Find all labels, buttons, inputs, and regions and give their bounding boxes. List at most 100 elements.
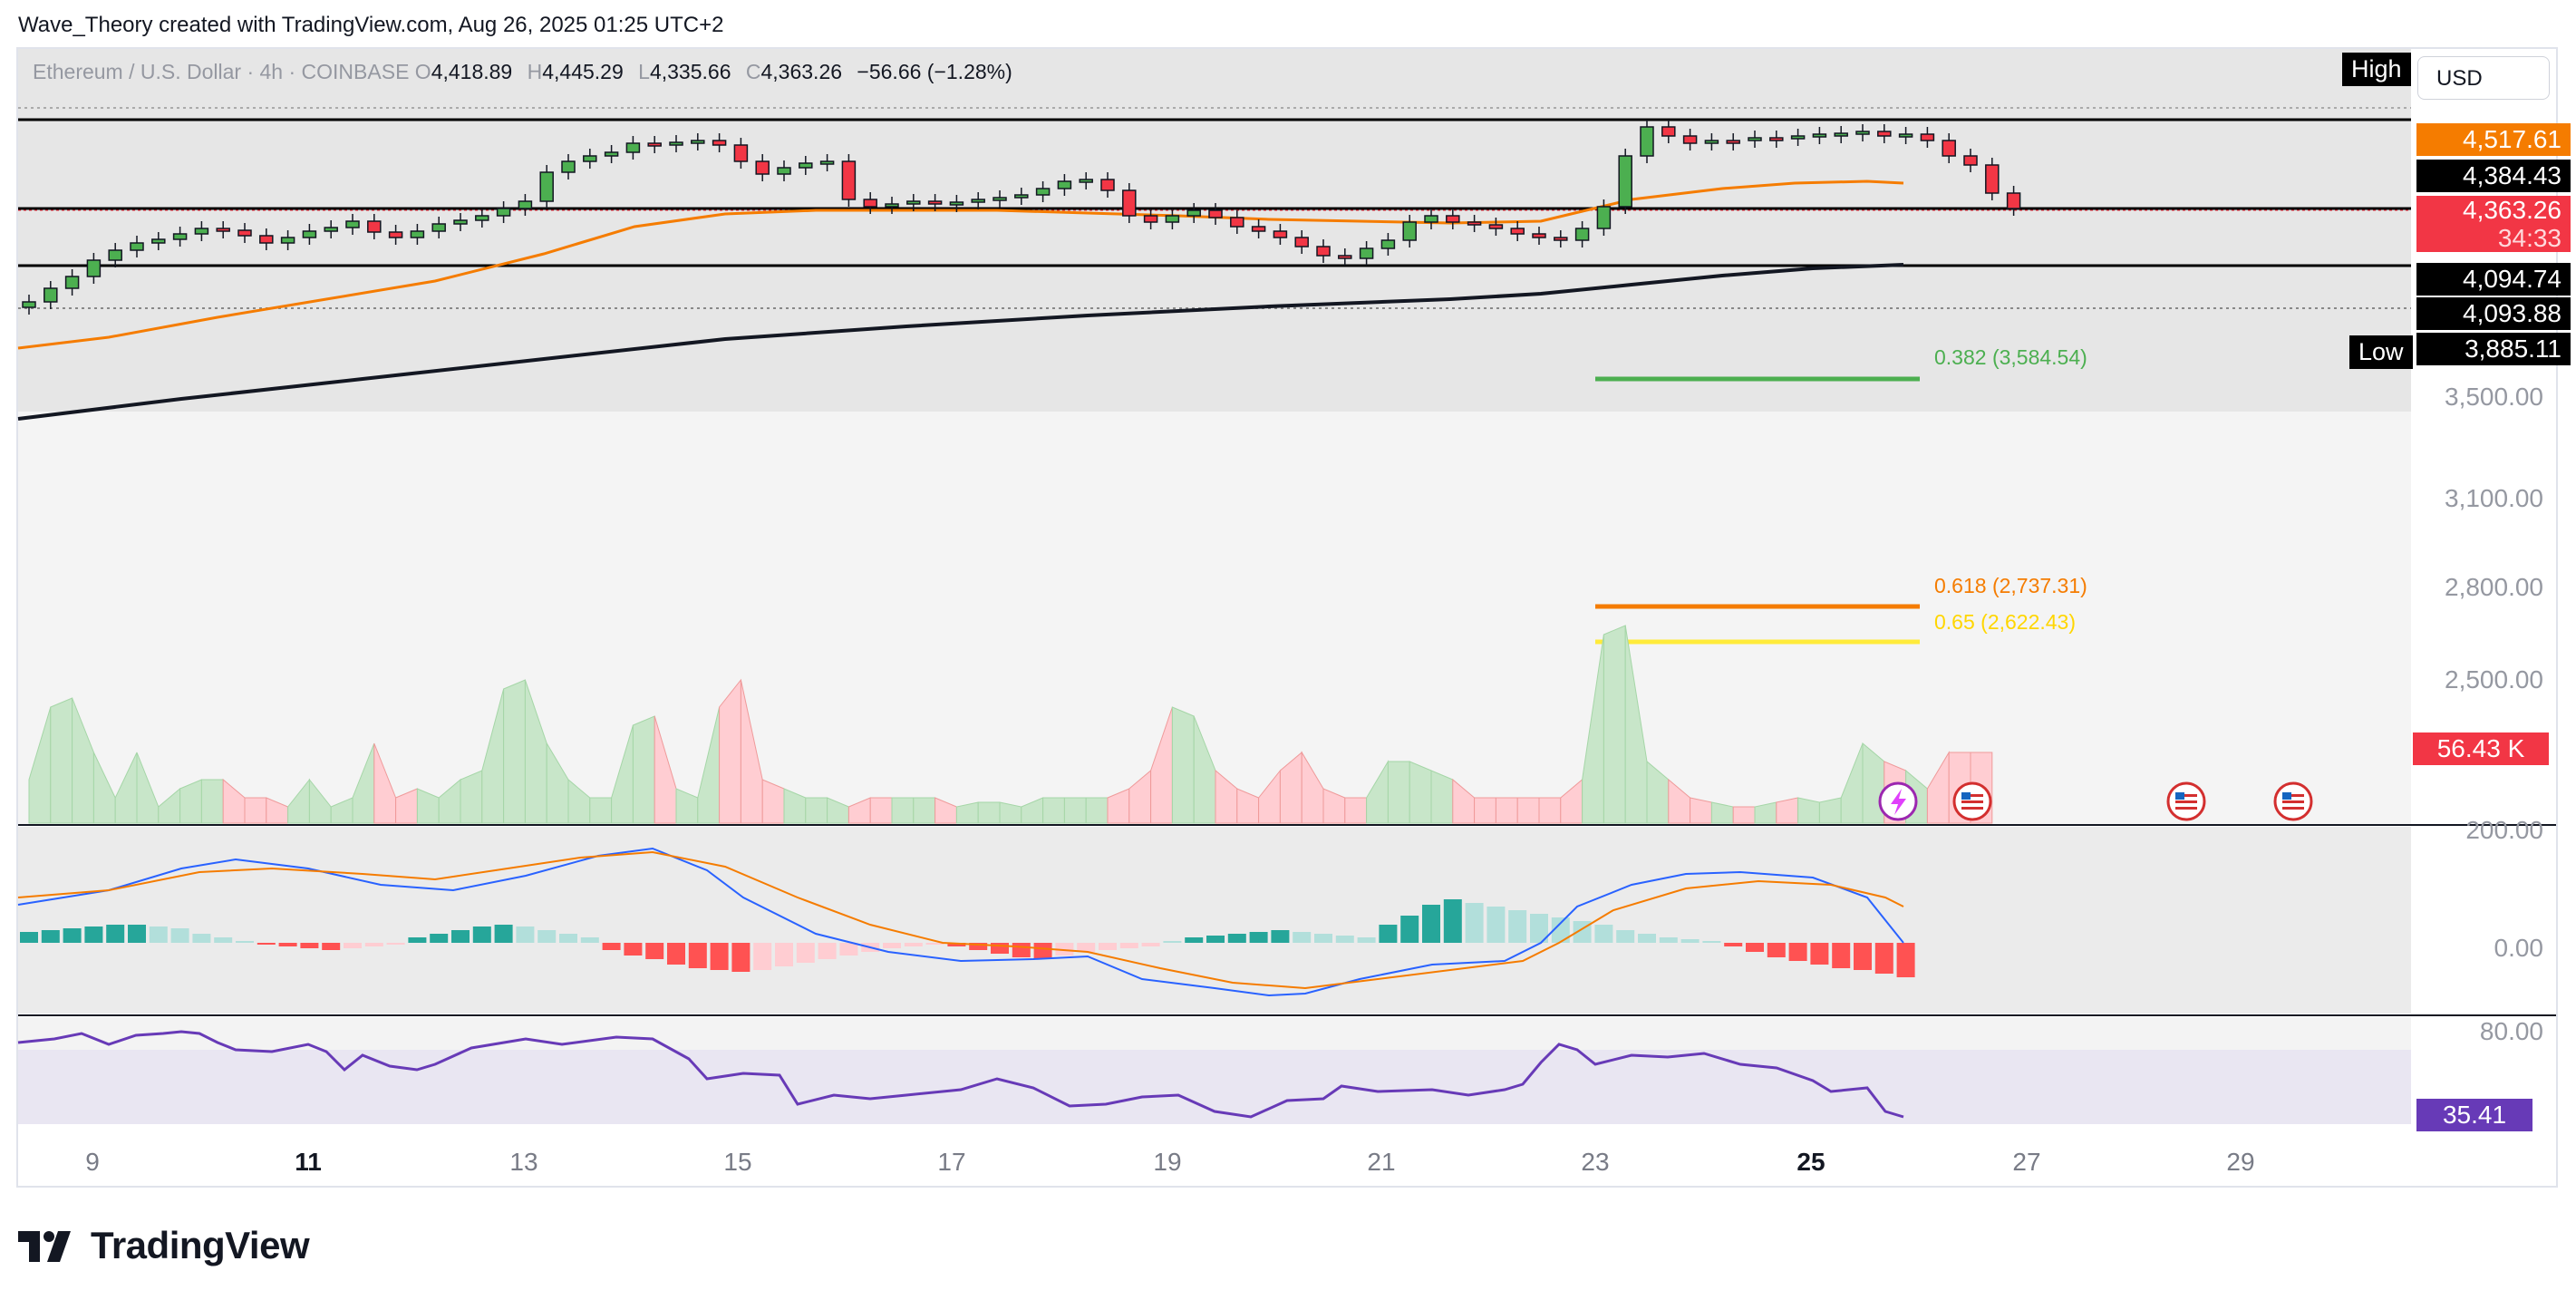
volume-segment	[869, 797, 893, 824]
candle-body	[1273, 230, 1288, 238]
macd-histogram-bar	[214, 937, 233, 943]
price-axis-label: 3,100.00	[2445, 484, 2543, 512]
price-tag-level: 4,384.43	[2416, 160, 2571, 192]
candle-body	[1661, 126, 1676, 137]
price-axis-label: 2,800.00	[2445, 573, 2543, 601]
macd-histogram-bar	[710, 943, 729, 970]
candle-body	[64, 276, 80, 289]
macd-histogram-bar	[257, 943, 276, 945]
candle-body	[1100, 179, 1115, 191]
volume-segment	[1732, 806, 1756, 824]
candle-body	[1230, 217, 1244, 228]
macd-indicator	[17, 847, 1915, 997]
candle-body	[863, 199, 877, 208]
macd-histogram-bar	[818, 943, 837, 959]
macd-histogram-bar	[1638, 934, 1656, 943]
candle-body	[1748, 137, 1762, 141]
candle-body	[345, 220, 360, 228]
volume-segment	[200, 779, 224, 824]
volume-segment	[1495, 797, 1518, 824]
candle-body	[1165, 215, 1180, 223]
macd-histogram-bar	[1357, 937, 1376, 943]
volume-segment	[1344, 797, 1368, 824]
time-axis-label: 15	[723, 1148, 752, 1176]
tradingview-logo[interactable]: TradingView	[18, 1224, 310, 1267]
candle-body	[1035, 188, 1051, 196]
candle-body	[949, 201, 964, 206]
candle-body	[799, 162, 813, 169]
macd-histogram-bar	[278, 943, 297, 946]
us-flag-event-icon[interactable]	[2166, 781, 2206, 821]
close-label: C	[745, 60, 761, 83]
macd-histogram-bar	[1314, 934, 1332, 943]
open-label: O	[414, 60, 431, 83]
macd-histogram-bar	[1810, 943, 1829, 965]
candle-body	[496, 208, 511, 217]
macd-histogram-bar	[1422, 905, 1440, 943]
us-flag-event-icon[interactable]	[1952, 781, 1992, 821]
candle-body	[130, 242, 144, 251]
macd-signal-line	[17, 850, 1904, 990]
macd-histogram-bar	[1530, 914, 1548, 943]
candle-body	[1834, 132, 1848, 137]
volume-segment	[1387, 761, 1410, 824]
close-value: 4,363.26	[760, 60, 843, 83]
volume-segment	[1818, 797, 1842, 824]
ema-50-line	[17, 179, 1904, 350]
macd-histogram-bar	[236, 941, 254, 943]
time-axis-label: 25	[1796, 1148, 1825, 1176]
fib-label-0618: 0.618 (2,737.31)	[1934, 574, 2087, 597]
rsi-line	[17, 1030, 1904, 1119]
macd-histogram-bar	[883, 943, 901, 948]
candle-body	[1251, 226, 1266, 232]
us-flag-event-icon[interactable]	[2273, 781, 2313, 821]
macd-histogram-bar	[1141, 943, 1160, 946]
candle-body	[475, 215, 489, 221]
rsi-tag: 35.41	[2416, 1099, 2532, 1131]
low-marker-label: Low	[2349, 335, 2413, 369]
macd-histogram-bar	[516, 926, 535, 943]
volume-segment	[891, 797, 915, 824]
time-axis-label: 23	[1581, 1148, 1610, 1176]
macd-histogram-bar	[969, 943, 988, 950]
macd-histogram-bar	[1443, 899, 1462, 943]
macd-histogram-bar	[1854, 943, 1872, 970]
fib-label-065: 0.65 (2,622.43)	[1934, 610, 2077, 634]
macd-histogram-bar	[1185, 937, 1204, 943]
volume-segment	[1409, 761, 1432, 824]
candle-body	[539, 171, 554, 202]
ohlc-legend[interactable]: Ethereum / U.S. Dollar · 4h · COINBASE O…	[33, 60, 1022, 84]
candle-body	[237, 229, 252, 237]
macd-histogram-bar	[1227, 934, 1246, 943]
macd-histogram-bar	[1680, 939, 1700, 943]
candle-body	[1898, 133, 1913, 138]
macd-histogram-bar	[63, 928, 82, 943]
macd-axis-label: 0.00	[2494, 934, 2544, 962]
volume-segment	[503, 679, 526, 824]
candle-body	[410, 230, 425, 238]
volume-segment	[589, 797, 613, 824]
volume-segment	[1085, 797, 1109, 824]
candle-body	[1920, 133, 1935, 141]
macd-histogram-bar	[149, 926, 168, 943]
price-axis-label: 3,500.00	[2445, 383, 2543, 411]
macd-histogram-bar	[1249, 932, 1268, 943]
macd-histogram-bar	[494, 925, 513, 943]
volume-segment	[1516, 797, 1540, 824]
candle-body	[1855, 131, 1870, 135]
symbol-name[interactable]: Ethereum / U.S. Dollar · 4h · COINBASE	[33, 60, 410, 83]
price-tag-level: 4,093.88	[2416, 297, 2571, 330]
currency-button[interactable]: USD	[2417, 56, 2550, 100]
volume-segment	[632, 715, 655, 824]
time-axis-label: 29	[2226, 1148, 2255, 1176]
candle-body	[1338, 255, 1352, 259]
macd-histogram-bar	[1379, 925, 1398, 943]
macd-histogram-bar	[1206, 936, 1225, 943]
macd-histogram-bar	[645, 943, 664, 959]
price-tag-ema200: 4,094.74	[2416, 263, 2571, 296]
candle-body	[22, 301, 36, 308]
candle-body	[172, 233, 188, 240]
macd-histogram-bar	[667, 943, 685, 965]
event-icon-lightning[interactable]	[1878, 781, 1918, 821]
